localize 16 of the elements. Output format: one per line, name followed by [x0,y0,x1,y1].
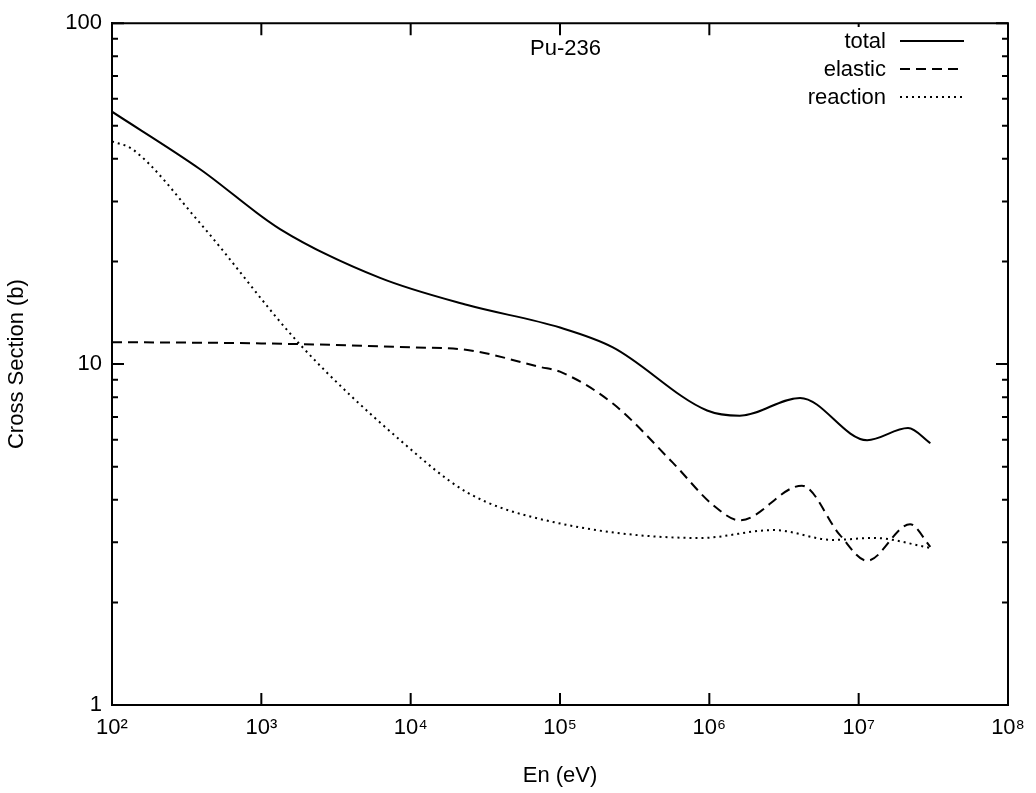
y-axis-title: Cross Section (b) [3,279,29,450]
legend-label: reaction [807,83,886,111]
x-tick-label: 10³ [245,714,278,740]
x-tick-label: 10⁴ [393,714,428,740]
legend-label: total [844,27,886,55]
y-tick-label: 100 [65,9,102,35]
x-tick-label: 10⁷ [842,714,875,740]
x-tick-label: 10⁸ [991,714,1025,740]
x-axis-title: En (eV) [522,761,598,787]
x-tick-label: 10⁶ [692,714,727,740]
x-tick-label: 10² [96,714,128,740]
legend-label: elastic [823,55,886,83]
x-tick-label: 10⁵ [543,714,577,740]
annotation: Pu-236 [530,35,601,61]
y-tick-label: 10 [77,350,102,376]
y-tick-label: 1 [89,691,102,717]
